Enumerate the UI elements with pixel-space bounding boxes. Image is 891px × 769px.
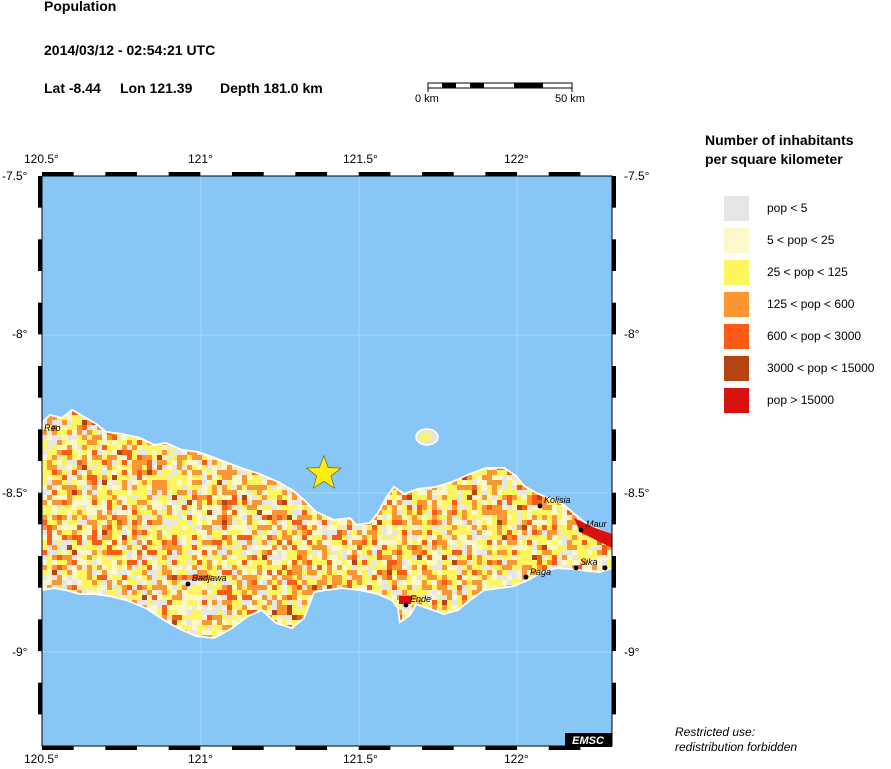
legend-title: Number of inhabitants per square kilomet…	[705, 131, 854, 169]
small-island-populated	[419, 433, 431, 441]
lat-tick-label: -8°	[624, 327, 640, 341]
emsc-logo-box	[565, 733, 612, 747]
legend-swatch	[724, 196, 749, 221]
event-lon: Lon 121.39	[120, 80, 193, 96]
lat-tick-label: -9°	[12, 645, 28, 659]
lat-tick-label: -9°	[624, 645, 640, 659]
map-title: Population	[44, 0, 117, 14]
place-reo[interactable]: Reo	[44, 423, 61, 433]
lon-tick-label: 122°	[504, 152, 529, 166]
place-badjawa[interactable]: Badjawa	[185, 573, 227, 587]
legend-label: pop < 5	[767, 201, 808, 215]
epicenter-star-icon[interactable]	[305, 454, 342, 489]
lat-tick-label: -8.5°	[2, 486, 28, 500]
legend-label: 125 < pop < 600	[767, 297, 855, 311]
lon-tick-label: 121°	[188, 152, 213, 166]
ende-urban-area	[399, 596, 411, 604]
place-paga[interactable]: Paga	[523, 567, 551, 580]
lat-tick-label: -8°	[12, 327, 28, 341]
place-sika[interactable]: Sika	[573, 557, 608, 571]
event-lat: Lat -8.44	[44, 80, 101, 96]
legend-swatch	[724, 324, 749, 349]
legend-swatch	[724, 292, 749, 317]
emsc-logo: EMSC	[572, 735, 605, 747]
lon-tick-label: 121.5°	[343, 752, 378, 766]
legend-swatch	[724, 388, 749, 413]
lon-tick-label: 121.5°	[343, 152, 378, 166]
legend-title-line1: Number of inhabitants	[705, 132, 854, 148]
legend-swatch	[724, 228, 749, 253]
legend-title-line2: per square kilometer	[705, 151, 843, 167]
legend-swatch	[724, 356, 749, 381]
event-depth: Depth 181.0 km	[220, 80, 323, 96]
event-datetime: 2014/03/12 - 02:54:21 UTC	[44, 42, 216, 58]
lon-tick-label: 122°	[504, 752, 529, 766]
lon-tick-label: 121°	[188, 752, 213, 766]
place-kolisia[interactable]: Kolisia	[537, 495, 571, 509]
legend-swatch	[724, 260, 749, 285]
legend-label: 25 < pop < 125	[767, 265, 848, 279]
lat-tick-label: -8.5°	[624, 486, 650, 500]
legend-label: 3000 < pop < 15000	[767, 361, 875, 375]
maumere-urban-area	[574, 518, 612, 548]
restriction-line1: Restricted use:	[675, 725, 756, 739]
place-maur[interactable]: Maur	[578, 519, 608, 533]
legend-label: pop > 15000	[767, 393, 835, 407]
place-ende[interactable]: Ende	[403, 594, 431, 608]
restriction-note: Restricted use: redistribution forbidden	[675, 725, 797, 755]
scale-right-label: 50 km	[555, 93, 585, 105]
map-frame-ticks	[38, 172, 616, 750]
scale-left-label: 0 km	[415, 93, 439, 105]
lat-tick-label: -7.5°	[2, 169, 28, 183]
restriction-line2: redistribution forbidden	[675, 740, 798, 754]
lon-tick-label: 120.5°	[24, 752, 59, 766]
lat-tick-label: -7.5°	[624, 169, 650, 183]
legend-label: 5 < pop < 25	[767, 233, 835, 247]
lon-tick-label: 120.5°	[24, 152, 59, 166]
legend-label: 600 < pop < 3000	[767, 329, 862, 343]
